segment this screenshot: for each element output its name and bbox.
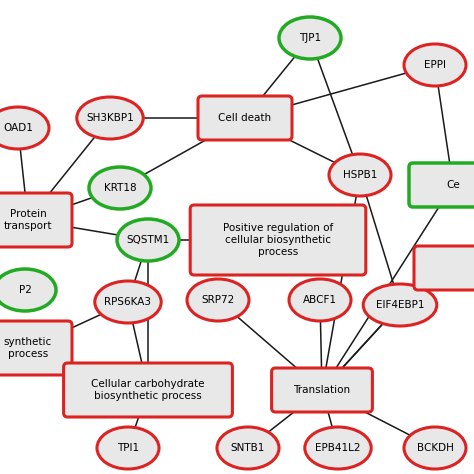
Ellipse shape <box>217 427 279 469</box>
Text: SH3KBP1: SH3KBP1 <box>86 113 134 123</box>
Ellipse shape <box>404 427 466 469</box>
FancyBboxPatch shape <box>0 193 72 247</box>
Ellipse shape <box>289 279 351 321</box>
Text: synthetic
process: synthetic process <box>4 337 52 359</box>
FancyBboxPatch shape <box>272 368 373 412</box>
Ellipse shape <box>77 97 143 139</box>
Text: Positive regulation of
cellular biosynthetic
process: Positive regulation of cellular biosynth… <box>223 223 333 256</box>
Ellipse shape <box>404 44 466 86</box>
Text: Cellular carbohydrate
biosynthetic process: Cellular carbohydrate biosynthetic proce… <box>91 379 205 401</box>
Text: Protein
transport: Protein transport <box>4 209 52 231</box>
FancyBboxPatch shape <box>190 205 366 275</box>
Ellipse shape <box>0 269 56 311</box>
FancyBboxPatch shape <box>198 96 292 140</box>
Text: SQSTM1: SQSTM1 <box>127 235 170 245</box>
Text: TPI1: TPI1 <box>117 443 139 453</box>
FancyBboxPatch shape <box>414 246 474 290</box>
FancyBboxPatch shape <box>64 363 232 417</box>
Ellipse shape <box>363 284 437 326</box>
Ellipse shape <box>0 107 49 149</box>
Text: OAD1: OAD1 <box>3 123 33 133</box>
Ellipse shape <box>305 427 371 469</box>
Text: Cell death: Cell death <box>219 113 272 123</box>
Text: KRT18: KRT18 <box>104 183 137 193</box>
Ellipse shape <box>89 167 151 209</box>
Ellipse shape <box>117 219 179 261</box>
Text: Translation: Translation <box>293 385 351 395</box>
Ellipse shape <box>97 427 159 469</box>
Text: HSPB1: HSPB1 <box>343 170 377 180</box>
Text: SNTB1: SNTB1 <box>231 443 265 453</box>
Text: EIF4EBP1: EIF4EBP1 <box>376 300 424 310</box>
Text: SRP72: SRP72 <box>201 295 235 305</box>
Text: BCKDH: BCKDH <box>417 443 454 453</box>
Text: Ce: Ce <box>446 180 460 190</box>
Text: EPB41L2: EPB41L2 <box>315 443 361 453</box>
Text: ABCF1: ABCF1 <box>303 295 337 305</box>
Text: RPS6KA3: RPS6KA3 <box>104 297 152 307</box>
Text: TJP1: TJP1 <box>299 33 321 43</box>
FancyBboxPatch shape <box>0 321 72 375</box>
Ellipse shape <box>279 17 341 59</box>
Text: P2: P2 <box>18 285 31 295</box>
Ellipse shape <box>95 281 161 323</box>
Ellipse shape <box>187 279 249 321</box>
FancyBboxPatch shape <box>409 163 474 207</box>
Text: EPPI: EPPI <box>424 60 446 70</box>
Ellipse shape <box>329 154 391 196</box>
